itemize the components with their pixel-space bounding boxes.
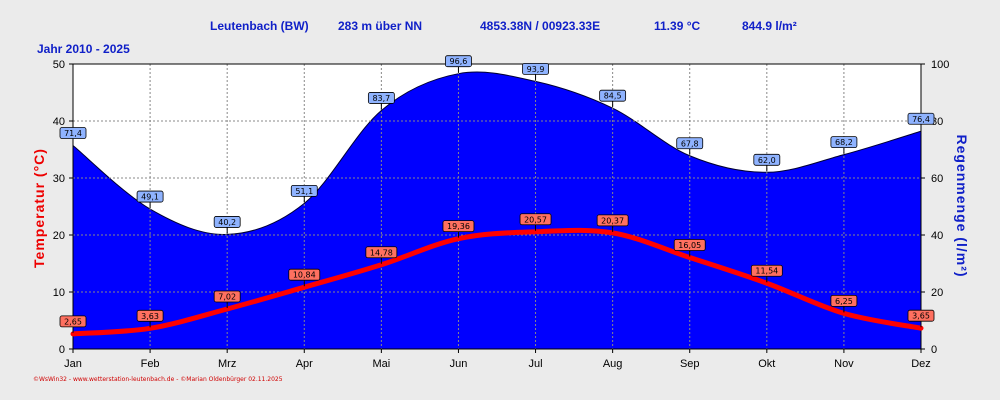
y-tick-label-left: 40 — [53, 116, 65, 128]
y-tick-label-right: 100 — [931, 59, 949, 71]
rain-data-label-box — [59, 127, 87, 139]
rain-data-label-box — [290, 184, 318, 197]
rain-data-label-box — [136, 190, 164, 203]
temp-data-label: 2,65 — [64, 317, 82, 326]
rain-data-label: 71,4 — [64, 129, 82, 138]
header-altitude: 283 m über NN — [338, 19, 422, 33]
rain-area — [73, 72, 921, 349]
rain-data-label-box — [213, 216, 241, 228]
temp-data-label: 3,63 — [141, 312, 159, 321]
temp-data-label: 7,02 — [218, 292, 236, 301]
rain-data-label-box — [830, 136, 858, 149]
y-tick-label-left: 30 — [53, 173, 65, 185]
y-tick-label-left: 0 — [59, 344, 65, 356]
temp-data-label-box — [830, 294, 858, 307]
rain-data-label: 51,1 — [295, 187, 313, 196]
y-tick-label-left: 10 — [53, 287, 65, 299]
temp-data-label-box — [907, 309, 935, 322]
temp-data-label: 10,84 — [293, 271, 316, 280]
temp-data-label-box — [213, 290, 241, 303]
rain-data-label-box — [522, 62, 549, 75]
rain-data-label: 84,5 — [604, 92, 622, 101]
temp-data-label-box — [136, 309, 164, 322]
temp-data-label-box — [442, 220, 475, 233]
temperature-line — [70, 227, 924, 337]
plot-frame — [72, 63, 922, 350]
temp-data-label-box — [673, 239, 706, 251]
y-tick-label-right: 60 — [931, 173, 943, 185]
x-tick-label: Aug — [603, 358, 623, 370]
temp-data-label: 19,36 — [447, 222, 470, 231]
period-label: Jahr 2010 - 2025 — [37, 42, 130, 56]
temp-data-label: 20,37 — [601, 216, 624, 225]
temp-data-label: 20,57 — [524, 215, 547, 224]
rain-data-label: 62,0 — [758, 156, 776, 165]
temp-data-label-box — [750, 264, 783, 277]
rain-data-label-box — [676, 137, 704, 150]
x-tick-label: Okt — [758, 358, 775, 370]
rain-data-label-box — [753, 153, 781, 166]
temp-data-label-box — [596, 214, 629, 227]
temp-data-label: 11,54 — [755, 267, 778, 276]
rain-data-label: 40,2 — [218, 218, 236, 227]
y-tick-label-left: 50 — [53, 59, 65, 71]
y-tick-label-right: 0 — [931, 344, 937, 356]
x-tick-label: Nov — [834, 358, 854, 370]
header-station: Leutenbach (BW) — [210, 19, 309, 33]
header-coords: 4853.38N / 00923.33E — [480, 19, 600, 33]
footer-credit: ©WsWin32 - www.wetterstation-leutenbach.… — [33, 376, 283, 383]
x-tick-label: Jul — [529, 358, 543, 370]
x-tick-label: Dez — [911, 358, 931, 370]
y-tick-label-right: 20 — [931, 287, 943, 299]
header-avg-temp: 11.39 °C — [654, 19, 701, 33]
temp-data-label: 6,25 — [835, 297, 853, 306]
y-axis-left-label: Temperatur (°C) — [31, 148, 47, 268]
rain-data-label-box — [599, 89, 627, 102]
x-tick-label: Mrz — [218, 358, 236, 370]
x-tick-label: Jan — [64, 358, 82, 370]
rain-data-label-box — [367, 92, 395, 104]
temp-data-label: 14,78 — [370, 248, 393, 257]
temp-data-label-box — [365, 246, 398, 259]
rain-data-label-box — [907, 112, 935, 125]
y-tick-label-left: 20 — [53, 230, 65, 242]
temp-data-label-box — [288, 268, 321, 281]
x-tick-label: Feb — [141, 358, 160, 370]
rain-data-label: 76,4 — [912, 115, 930, 124]
y-axis-right-label: Regenmenge (l/m²) — [954, 134, 970, 277]
temp-data-label-box — [519, 213, 552, 226]
rain-data-label: 49,1 — [141, 193, 159, 202]
x-tick-label: Sep — [680, 358, 700, 370]
rain-data-label: 96,6 — [450, 57, 468, 66]
x-tick-label: Jun — [450, 358, 468, 370]
temp-data-label-box — [59, 315, 87, 328]
header-rain-total: 844.9 l/m² — [742, 19, 797, 33]
rain-data-label: 67,8 — [681, 139, 699, 148]
temp-data-label: 3,65 — [912, 312, 930, 321]
temp-data-label: 16,05 — [678, 241, 701, 250]
x-tick-label: Mai — [372, 358, 390, 370]
rain-data-label: 93,9 — [527, 65, 545, 74]
rain-data-label-box — [445, 55, 472, 68]
rain-data-label: 83,7 — [372, 94, 390, 103]
y-tick-label-right: 40 — [931, 230, 943, 242]
rain-data-label: 68,2 — [835, 138, 853, 147]
x-tick-label: Apr — [296, 358, 313, 370]
